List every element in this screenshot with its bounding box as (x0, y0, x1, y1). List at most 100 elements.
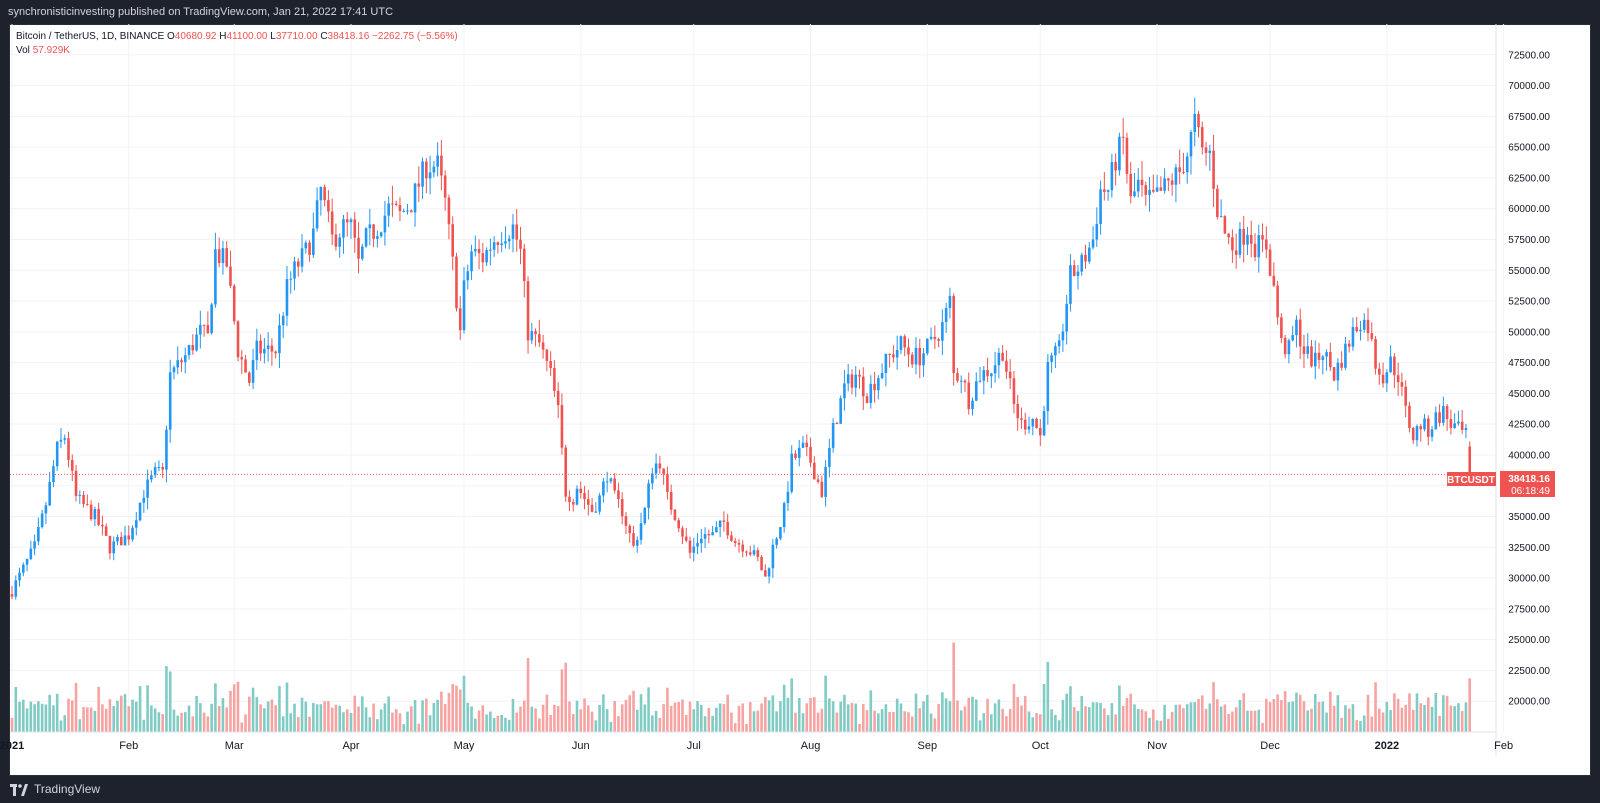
volume-bar (78, 719, 82, 732)
candle-body (794, 453, 797, 458)
y-tick-label: 45000.00 (1508, 389, 1550, 400)
volume-bar (564, 662, 568, 732)
y-tick-label: 25000.00 (1508, 635, 1550, 646)
candle-body (93, 509, 97, 520)
volume-bar (1136, 709, 1140, 732)
volume-bar (813, 697, 816, 732)
candle-body (349, 219, 353, 223)
volume-bar (1396, 698, 1400, 732)
volume-bar (496, 715, 500, 732)
candle-body (135, 520, 138, 528)
volume-bar (217, 705, 221, 732)
volume-bar (861, 703, 865, 732)
y-tick-label: 70000.00 (1508, 81, 1550, 92)
x-tick-label: Oct (1032, 740, 1049, 752)
candle-body (590, 504, 594, 512)
candle-body (1302, 346, 1306, 354)
volume-bar (447, 692, 451, 732)
volume-bar (327, 701, 330, 732)
volume-bar (1411, 709, 1415, 732)
candle-body (722, 520, 726, 522)
candle-body (933, 336, 937, 340)
candle-body (688, 540, 692, 553)
candle-body (37, 526, 40, 542)
candle-body (522, 248, 526, 282)
volume-bar (692, 709, 696, 732)
candle-body (756, 550, 760, 557)
volume-bar (315, 704, 319, 732)
volume-bar (402, 724, 406, 732)
volume-bar (748, 702, 752, 732)
volume-bar (602, 694, 605, 732)
volume-bar (620, 704, 624, 732)
candle-body (511, 224, 515, 239)
candle-body (1249, 234, 1253, 244)
volume-bar (44, 704, 48, 732)
candle-body (195, 334, 198, 351)
volume-bar (451, 684, 455, 732)
volume-bar (187, 705, 191, 732)
candle-body (1313, 352, 1317, 367)
candle-body (187, 345, 191, 356)
volume-bar (1065, 693, 1068, 732)
candle-body (1366, 319, 1370, 334)
volume-bar (244, 714, 247, 732)
candle-body (1336, 362, 1340, 381)
volume-bar (1216, 699, 1219, 732)
volume-bar (522, 700, 526, 732)
volume-bar (1332, 705, 1336, 732)
y-tick-label: 22500.00 (1508, 666, 1550, 677)
candle-body (771, 544, 775, 569)
volume-bar (104, 708, 108, 732)
candle-body (458, 308, 462, 331)
candle-body (948, 295, 952, 309)
volume-bar (854, 703, 858, 732)
candle-body (1057, 340, 1061, 347)
candle-body (63, 438, 67, 440)
volume-bar (745, 723, 748, 732)
volume-bar (1419, 703, 1423, 732)
candle-body (963, 380, 967, 383)
volume-bar (285, 682, 289, 732)
footer: TradingView (0, 776, 1600, 803)
candle-body (289, 278, 293, 280)
volume-bar (168, 671, 172, 732)
y-tick-label: 60000.00 (1508, 204, 1550, 215)
volume-bar (14, 687, 18, 732)
candle-body (1404, 386, 1407, 406)
volume-bar (82, 706, 85, 732)
volume-bar (839, 701, 842, 732)
candle-body (240, 357, 244, 360)
volume-bar (33, 704, 36, 732)
tradingview-logo[interactable]: TradingView (10, 776, 100, 803)
candle-body (760, 556, 763, 571)
volume-bar (974, 699, 978, 732)
candle-body (22, 564, 25, 573)
candle-body (1370, 333, 1374, 339)
candle-body (1468, 446, 1472, 475)
volume-bar (846, 704, 850, 732)
candle-body (315, 200, 319, 229)
candle-body (428, 172, 432, 179)
candle-body (1197, 113, 1200, 128)
volume-bar (1246, 710, 1249, 732)
candle-body (858, 374, 861, 377)
candle-body (681, 528, 684, 537)
chart-area[interactable] (9, 24, 1591, 776)
candle-body (1008, 371, 1012, 379)
candle-body (406, 210, 409, 212)
candle-body (545, 349, 549, 361)
candle-body (232, 285, 236, 322)
volume-bar (1355, 720, 1359, 732)
volume-bar (722, 704, 726, 732)
volume-bar (112, 706, 116, 732)
candle-body (609, 478, 613, 482)
candle-body (157, 467, 161, 469)
volume-bar (760, 703, 763, 732)
candle-body (74, 470, 78, 496)
volume-bar (794, 712, 797, 732)
publish-text: synchronisticinvesting published on Trad… (8, 6, 394, 18)
candle-body (221, 248, 225, 264)
candle-body (997, 352, 1001, 366)
